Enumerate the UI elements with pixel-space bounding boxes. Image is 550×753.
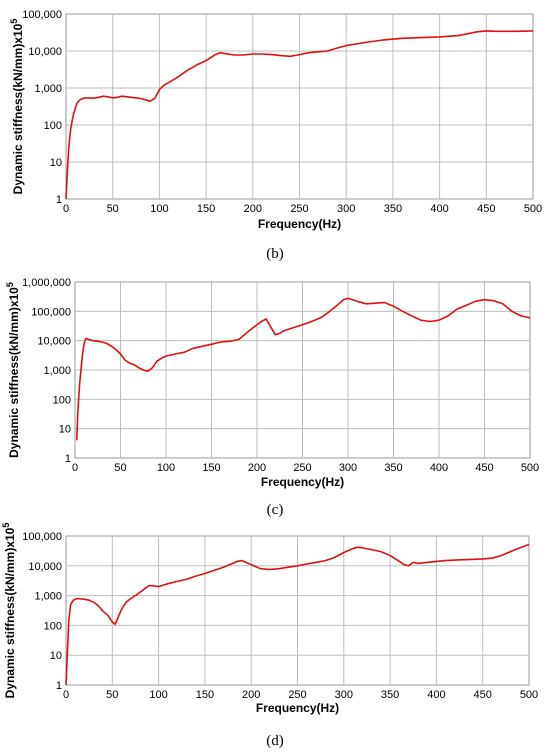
y-tick-label: 1	[56, 194, 62, 206]
x-tick-label: 150	[202, 462, 220, 474]
series-line	[65, 30, 534, 200]
y-axis-title: Dynamic stiffness(kN/mm)x105	[9, 19, 25, 195]
x-tick-label: 0	[72, 462, 78, 474]
y-axis-title: Dynamic stiffness(kN/mm)x105	[1, 523, 17, 699]
y-axis-title-superscript: 5	[9, 19, 19, 24]
caption-c: (c)	[266, 502, 284, 518]
y-tick-label: 10,000	[28, 46, 62, 58]
x-tick-label: 50	[107, 203, 119, 215]
x-tick-label: 250	[290, 203, 308, 215]
x-tick-label: 100	[150, 203, 168, 215]
chart-panel-c: 0 50 100 150 200 250 300 350 400 450 500 1 10 100 1,00…	[0, 268, 550, 526]
y-axis-title: Dynamic stiffness(kN/mm)x105	[5, 282, 21, 458]
x-tick-label: 0	[63, 203, 69, 215]
y-axis-title-superscript: 5	[5, 282, 15, 287]
x-tick-label: 200	[248, 462, 266, 474]
y-tick-label: 1,000,000	[22, 277, 71, 289]
x-tick-label: 450	[477, 203, 495, 215]
y-tick-label: 100,000	[22, 9, 62, 21]
chart-panel-b: 0 50 100 150 200 250 300 350 400 450 500 1 10 100 1,00…	[0, 0, 550, 268]
y-tick-label: 1,000	[34, 591, 62, 603]
x-tick-label: 350	[384, 203, 402, 215]
y-tick-label: 10	[59, 424, 71, 436]
y-tick-label: 1	[65, 453, 71, 465]
x-tick-label: 50	[106, 689, 118, 701]
x-tick-label: 150	[196, 689, 214, 701]
x-tick-label: 250	[288, 689, 306, 701]
chart-panel-d: 0 50 100 150 200 250 300 350 400 450 500 1 10 100 1,00…	[0, 523, 550, 753]
x-tick-label: 350	[381, 689, 399, 701]
x-axis-title: Frequency(Hz)	[256, 701, 339, 715]
x-tick-label: 200	[242, 689, 260, 701]
x-tick-label: 100	[149, 689, 167, 701]
x-tick-label: 500	[521, 462, 539, 474]
x-tick-label: 450	[475, 462, 493, 474]
y-tick-label: 10	[50, 650, 62, 662]
x-tick-label: 350	[384, 462, 402, 474]
x-tick-label: 500	[520, 689, 538, 701]
y-tick-label: 100	[44, 120, 62, 132]
x-axis-title: Frequency(Hz)	[261, 475, 344, 489]
chart-c: 0 50 100 150 200 250 300 350 400 450 500 1 10 100 1,00…	[5, 277, 539, 489]
x-tick-label: 400	[427, 689, 445, 701]
x-tick-label: 50	[114, 462, 126, 474]
y-tick-label: 100,000	[31, 306, 71, 318]
x-tick-label: 400	[430, 203, 448, 215]
series-line	[76, 297, 531, 441]
y-tick-label: 10,000	[37, 336, 71, 348]
y-tick-label: 100	[53, 394, 71, 406]
chart-d: 0 50 100 150 200 250 300 350 400 450 500 1 10 100 1,00…	[1, 523, 538, 715]
y-tick-label: 100	[44, 620, 62, 632]
x-tick-label: 200	[244, 203, 262, 215]
x-tick-label: 400	[430, 462, 448, 474]
x-tick-label: 300	[339, 462, 357, 474]
series-line	[65, 543, 530, 686]
y-tick-label: 10	[50, 157, 62, 169]
chart-b: 0 50 100 150 200 250 300 350 400 450 500 1 10 100 1,00…	[9, 9, 542, 231]
x-tick-label: 300	[335, 689, 353, 701]
y-tick-label: 10,000	[28, 561, 62, 573]
y-axis-title-superscript: 5	[1, 523, 11, 528]
y-tick-label: 100,000	[22, 531, 62, 543]
x-tick-label: 100	[157, 462, 175, 474]
x-tick-label: 0	[63, 689, 69, 701]
x-tick-label: 500	[524, 203, 542, 215]
x-tick-label: 300	[337, 203, 355, 215]
y-tick-label: 1,000	[43, 365, 71, 377]
x-tick-label: 250	[293, 462, 311, 474]
x-tick-label: 150	[197, 203, 215, 215]
y-tick-label: 1,000	[34, 83, 62, 95]
y-tick-label: 1	[56, 680, 62, 692]
x-tick-label: 450	[474, 689, 492, 701]
caption-d: (d)	[266, 733, 284, 749]
x-axis-title: Frequency(Hz)	[258, 217, 341, 231]
caption-b: (b)	[266, 246, 284, 262]
